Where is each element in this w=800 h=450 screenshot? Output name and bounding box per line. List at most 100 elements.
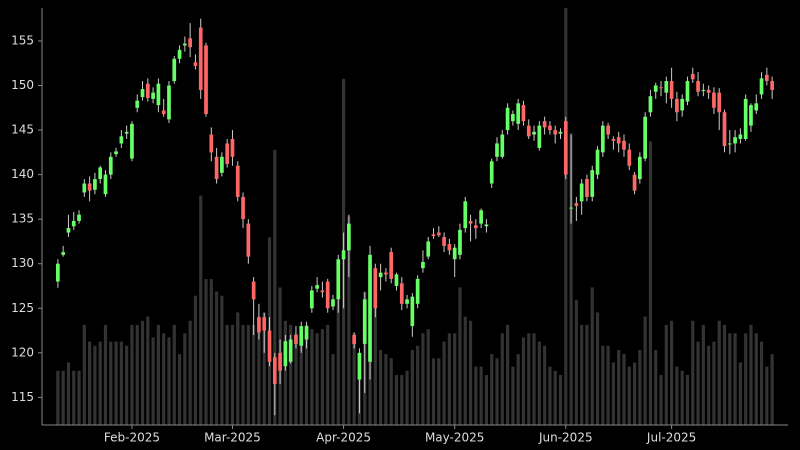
candle-body [331, 299, 335, 307]
candle-body [193, 62, 198, 66]
candle-body [182, 43, 187, 46]
candle-body [405, 299, 409, 304]
candle-body [283, 341, 288, 367]
volume-bar [283, 320, 287, 425]
y-tick-label: 145 [11, 123, 34, 137]
volume-bar [220, 295, 224, 425]
candle-body [595, 149, 600, 175]
volume-bar [453, 333, 457, 425]
candle-body [743, 98, 748, 139]
candle-body [156, 83, 161, 106]
volume-bar [320, 329, 324, 425]
candle-body [542, 121, 547, 128]
candle-body [500, 134, 505, 157]
volume-bar [119, 341, 123, 425]
candle-body [357, 352, 362, 380]
candle-body [600, 125, 605, 153]
volume-bar [326, 324, 330, 425]
candle-body [267, 330, 272, 362]
candle-body [87, 183, 92, 191]
volume-bar [728, 333, 732, 425]
candle-body [288, 339, 293, 362]
volume-bar [162, 333, 166, 425]
candle-body [66, 228, 71, 233]
candle-body [468, 220, 473, 224]
volume-bar [299, 333, 303, 425]
candle-body [749, 105, 753, 126]
volume-bar [468, 320, 473, 425]
volume-bar [532, 333, 536, 425]
candle-body [563, 121, 568, 175]
candle-body [294, 335, 298, 344]
x-tick-label: May-2025 [425, 431, 484, 445]
candle-body [188, 38, 192, 48]
candle-body [347, 223, 351, 251]
candle-body [606, 125, 610, 135]
candle-body [114, 151, 118, 155]
volume-bar [199, 195, 203, 425]
volume-bar [257, 316, 261, 425]
volume-bar [183, 333, 187, 425]
volume-bar [479, 366, 483, 425]
volume-bar [527, 333, 531, 425]
candle-body [198, 27, 203, 90]
candle-body [738, 134, 743, 139]
volume-bar [77, 370, 81, 425]
volume-bar [431, 358, 436, 425]
candle-body [727, 143, 732, 145]
volume-bar [98, 341, 102, 425]
volume-bar [580, 324, 584, 425]
candle-body [690, 73, 695, 80]
volume-bar [685, 374, 690, 425]
candle-body [394, 274, 399, 286]
candle-body [659, 87, 663, 89]
candle-body [320, 290, 325, 293]
volume-bar [304, 324, 309, 425]
candle-body [616, 137, 621, 144]
volume-bar [474, 366, 478, 425]
candle-body [664, 81, 669, 93]
candle-body [532, 131, 536, 135]
volume-bar [463, 316, 467, 425]
volume-bar [394, 374, 399, 425]
candle-body [505, 107, 510, 131]
candle-body [410, 296, 415, 327]
candle-body [479, 210, 483, 224]
candle-body [431, 234, 436, 237]
volume-bar [252, 324, 256, 425]
y-tick-label: 120 [11, 345, 34, 359]
candle-body [701, 89, 706, 91]
candle-body [103, 174, 108, 195]
volume-bar [146, 316, 150, 425]
volume-bar [172, 324, 176, 425]
volume-bar [659, 374, 663, 425]
candle-body [140, 89, 145, 98]
candle-body [712, 92, 716, 108]
volume-bar [373, 274, 377, 425]
volume-bar [426, 329, 430, 425]
volume-bar [707, 345, 711, 425]
volume-bar [617, 349, 621, 425]
x-tick-label: Feb-2025 [104, 431, 160, 445]
volume-bar [188, 320, 192, 425]
volume-bar [537, 341, 541, 425]
candle-body [764, 74, 769, 82]
candle-body [722, 112, 727, 147]
candle-body [177, 49, 182, 59]
volume-bar [442, 341, 446, 425]
volume-bar [421, 333, 425, 425]
volume-bar [717, 320, 721, 425]
candle-body [124, 131, 129, 134]
candle-body [399, 283, 404, 304]
candle-body [251, 281, 256, 300]
volume-bar [125, 345, 129, 425]
candle-body [93, 179, 97, 190]
candle-body [220, 156, 224, 173]
volume-bar [564, 8, 568, 425]
volume-bar [140, 320, 145, 425]
candle-body [436, 232, 441, 236]
volume-bar [670, 320, 674, 425]
x-tick-label: Jun-2025 [538, 431, 593, 445]
volume-bar [500, 333, 504, 425]
volume-bar [289, 324, 293, 425]
